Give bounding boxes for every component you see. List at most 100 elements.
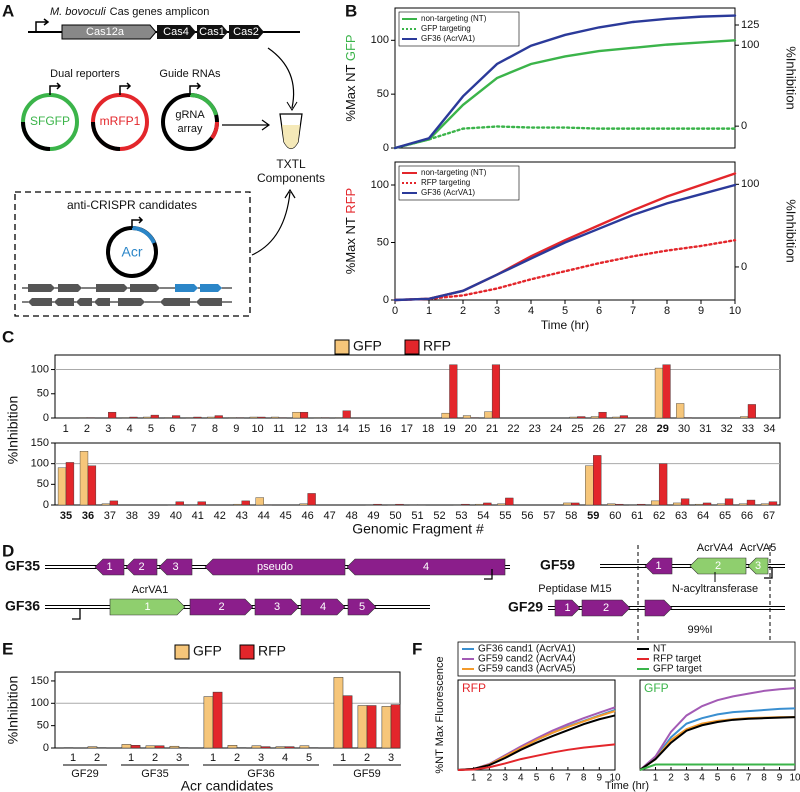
y-label: %Inhibition	[5, 676, 21, 745]
promoter	[764, 568, 773, 579]
x-tick-label: 25	[571, 423, 583, 435]
x-tick-label: 39	[148, 510, 160, 522]
x-tick-label: 10	[251, 423, 263, 435]
gene	[204, 558, 346, 576]
gene-label: 2	[138, 561, 144, 573]
x-tick-label: 7	[191, 423, 197, 435]
bar	[101, 503, 111, 506]
legend-label: RFP	[423, 338, 451, 354]
y-label: %Max NT RFP	[343, 188, 358, 274]
bar	[475, 503, 484, 506]
gene-label: 1	[655, 560, 661, 572]
x-tick-label: 3	[258, 752, 264, 764]
y-tick-label: 100	[371, 179, 389, 191]
legend-label: non-targeting (NT)	[421, 168, 487, 177]
bar	[658, 463, 668, 506]
bar	[505, 497, 514, 506]
x-tick-label: 10	[609, 773, 621, 784]
x-tick-label: 60	[609, 510, 621, 522]
bar	[169, 745, 180, 749]
group-label: GF35	[141, 768, 169, 780]
legend-swatch	[174, 644, 190, 660]
promoter	[35, 18, 50, 32]
x-tick-label: 4	[127, 423, 133, 435]
bar	[257, 416, 266, 419]
y-tick-label: 0	[383, 294, 389, 306]
plasmid-label: mRFP1	[100, 114, 141, 128]
legend-label: GF59 cand2 (AcrVA4)	[478, 654, 576, 665]
bar	[366, 705, 377, 749]
gene	[160, 298, 190, 306]
x-tick-label: 62	[653, 510, 665, 522]
bar	[441, 412, 450, 419]
x-tick-label: 5	[148, 423, 154, 435]
x-tick-label: 66	[741, 510, 753, 522]
bar	[598, 411, 607, 419]
bar	[271, 416, 280, 419]
x-tick-label: 3	[494, 305, 500, 317]
x-tick-label: 41	[192, 510, 204, 522]
bar	[299, 745, 310, 749]
x-tick-label: 13	[315, 423, 327, 435]
y-tick-label: 150	[31, 437, 49, 449]
x-tick-label: 1	[210, 752, 216, 764]
bar	[212, 691, 223, 749]
gene-label: Cas12a	[86, 26, 125, 38]
bar	[373, 503, 382, 506]
bar	[590, 416, 599, 419]
x-label: Time (hr)	[605, 780, 649, 792]
legend-label: RFP	[258, 643, 286, 659]
x-tick-label: 34	[763, 423, 775, 435]
y2-tick-label: 0	[741, 261, 747, 273]
annotation: N-acyltransferase	[672, 583, 758, 595]
x-tick-label: 3	[684, 773, 690, 784]
bar	[738, 503, 748, 506]
bar	[227, 745, 238, 749]
x-tick-label: 17	[401, 423, 413, 435]
x-tick-label: 2	[94, 752, 100, 764]
bar	[768, 501, 778, 506]
txtl-label: TXTL	[276, 157, 306, 171]
gene	[54, 298, 74, 306]
bar	[241, 500, 250, 506]
plot-frame	[54, 442, 781, 506]
x-tick-label: 2	[84, 423, 90, 435]
group-label: GF36	[247, 768, 275, 780]
x-tick-label: 40	[170, 510, 182, 522]
x-tick-label: 6	[730, 773, 736, 784]
bar	[694, 503, 704, 506]
gene	[118, 298, 145, 306]
bar	[607, 503, 616, 506]
annotation: AcrVA1	[132, 584, 168, 596]
plot-frame	[54, 354, 781, 419]
x-tick-label: 37	[104, 510, 116, 522]
x-tick-label: 6	[549, 773, 555, 784]
bar	[300, 411, 309, 419]
bar	[662, 364, 671, 419]
x-tick-label: 12	[294, 423, 306, 435]
gene	[157, 25, 196, 39]
arrow	[251, 188, 296, 256]
bar	[577, 416, 586, 419]
y2-tick-label: 125	[741, 19, 759, 31]
y-tick-label: 0	[383, 142, 389, 154]
x-tick-label: 43	[236, 510, 248, 522]
x-tick-label: 4	[528, 305, 534, 317]
x-tick-label: 42	[214, 510, 226, 522]
x-tick-label: 8	[212, 423, 218, 435]
bar	[390, 704, 401, 749]
panel-letter: F	[412, 639, 422, 658]
x-tick-label: 3	[388, 752, 394, 764]
x-tick-label: 5	[534, 773, 540, 784]
gene	[96, 284, 128, 292]
y-label-text: %Max NT	[343, 61, 358, 121]
bar	[145, 745, 156, 749]
bar	[251, 745, 262, 749]
x-tick-label: 8	[581, 773, 587, 784]
x-tick-label: 9	[597, 773, 603, 784]
gene	[94, 558, 125, 576]
x-tick-label: 33	[742, 423, 754, 435]
bar	[449, 364, 458, 419]
group-label: GF29	[71, 768, 99, 780]
